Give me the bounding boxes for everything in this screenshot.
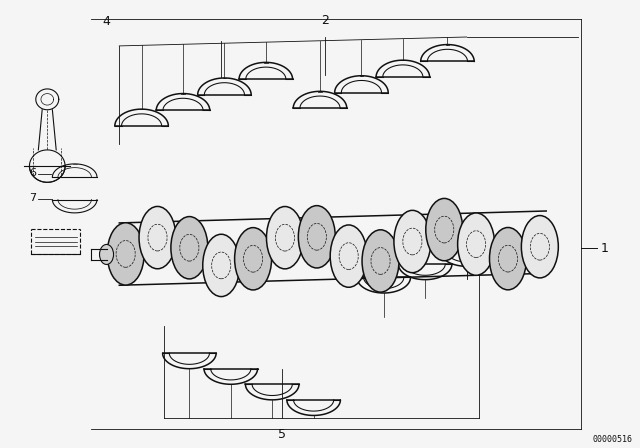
Ellipse shape [139, 207, 176, 269]
Ellipse shape [522, 215, 558, 278]
Text: 7: 7 [29, 193, 36, 203]
Ellipse shape [394, 211, 431, 273]
Ellipse shape [298, 206, 335, 268]
Ellipse shape [100, 245, 113, 264]
Ellipse shape [107, 223, 144, 285]
Text: 6: 6 [29, 168, 36, 178]
Ellipse shape [171, 216, 208, 279]
Ellipse shape [362, 230, 399, 292]
Text: 1: 1 [600, 242, 608, 255]
Ellipse shape [426, 198, 463, 261]
Ellipse shape [235, 228, 271, 290]
Text: 00000516: 00000516 [592, 435, 632, 444]
Ellipse shape [458, 213, 495, 275]
Ellipse shape [203, 234, 240, 297]
Ellipse shape [330, 225, 367, 287]
Text: 3: 3 [473, 217, 481, 231]
Ellipse shape [490, 228, 527, 290]
Text: 2: 2 [321, 14, 329, 27]
Text: 5: 5 [278, 428, 286, 441]
Ellipse shape [266, 207, 303, 269]
Text: 4: 4 [102, 15, 111, 28]
